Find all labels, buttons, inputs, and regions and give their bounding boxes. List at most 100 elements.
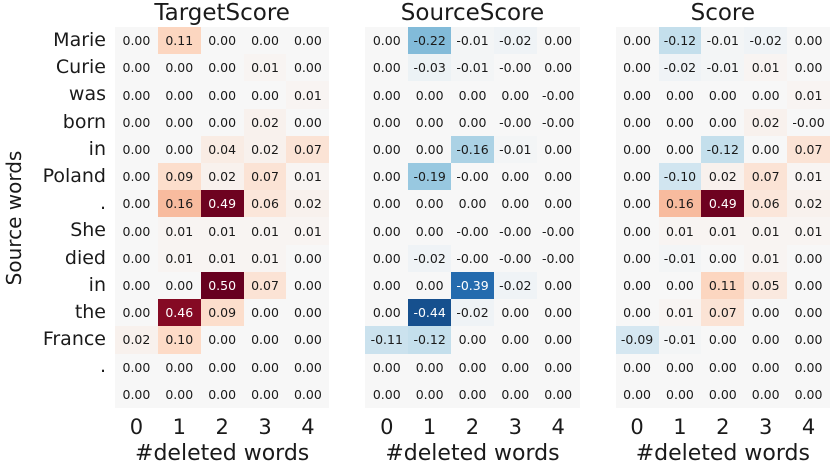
heatmap-cell: 0.00 [200,353,244,381]
heatmap-cell: 0.00 [115,163,158,191]
heatmap-cell: 0.46 [157,299,201,327]
x-tick-label: 2 [716,415,730,439]
heatmap-cell: 0.07 [701,299,745,327]
heatmap-cell: -0.02 [658,54,702,82]
row-label: born [62,110,106,133]
heatmap-cell: -0.00 [493,217,537,245]
heatmap-cell: 0.00 [115,217,158,245]
heatmap-cell: -0.01 [658,326,702,354]
heatmap-cell: 0.05 [744,271,788,300]
heatmap-cell: 0.01 [744,217,788,245]
heatmap-cell: 0.00 [408,353,452,381]
panel-title: SourceScore [400,0,545,26]
row-label: Curie [55,56,106,79]
x-tick-label: 3 [758,415,773,439]
heatmap-cell: 0.00 [615,217,659,245]
heatmap-grid: 0.00 -0.22 -0.01 -0.02 0.00 0.00 -0.03 -0.01 -0.… [365,27,580,408]
heatmap-cell: -0.00 [536,81,580,109]
heatmap-cell: 0.01 [243,54,287,82]
heatmap-cell: 0.00 [365,108,409,136]
heatmap-cell: -0.09 [615,326,659,354]
heatmap-cell: 0.00 [493,326,537,354]
heatmap-cell: 0.04 [200,135,244,164]
heatmap-cell: 0.00 [365,299,409,327]
row-label: was [68,83,106,106]
heatmap-cell: 0.02 [701,163,745,191]
heatmap-cell: 0.09 [200,299,244,327]
heatmap-cell: 0.00 [157,54,201,82]
row-label: . [99,192,106,215]
heatmap-cell: 0.00 [365,54,409,82]
heatmap-cell: 0.00 [615,190,659,218]
x-tick-label: 2 [215,415,229,439]
heatmap-cell: 0.00 [536,54,580,82]
heatmap-cell: 0.01 [243,244,287,272]
x-tick-label: 4 [551,415,565,439]
heatmap-cell: 0.01 [286,217,330,245]
heatmap-cell: 0.00 [615,54,659,82]
heatmap-cell: 0.00 [243,27,287,55]
heatmap-cell: 0.00 [658,81,702,109]
row-label: Marie [53,29,106,51]
x-tick-label: 4 [801,415,816,439]
panel-title: Score [690,0,756,26]
heatmap-cell: 0.01 [157,217,201,245]
heatmap-cell: 0.00 [615,27,659,55]
x-tick-label: 1 [422,415,437,439]
heatmap-cell: -0.01 [701,54,745,82]
row-label: in [88,273,106,296]
heatmap-cell: 0.00 [286,244,330,272]
heatmap-cell: 0.00 [615,271,659,300]
heatmap-cell: -0.02 [451,299,494,327]
heatmap-cell: -0.00 [536,244,580,272]
row-label: Poland [42,165,106,188]
heatmap-cell: 0.11 [701,271,745,300]
heatmap-cell: 0.00 [744,135,788,164]
heatmap-cell: 0.00 [787,353,830,381]
row-label: . [99,355,106,378]
heatmap-cell: 0.00 [787,326,830,354]
heatmap-cell: 0.00 [744,81,788,109]
heatmap-cell: -0.02 [408,244,452,272]
heatmap-cell: 0.00 [658,271,702,300]
heatmap-cell: 0.07 [286,135,330,164]
heatmap-cell: -0.16 [451,135,494,164]
heatmap-cell: 0.00 [365,244,409,272]
heatmap-cell: 0.00 [787,380,830,408]
x-axis-label: #deleted words [385,441,560,466]
heatmap-cell: 0.01 [744,244,788,272]
heatmap-cell: 0.00 [365,217,409,245]
heatmap-cell: 0.01 [243,217,287,245]
heatmap-cell: 0.00 [115,380,158,408]
x-axis-label: #deleted words [135,441,310,466]
heatmap-cell: 0.00 [243,81,287,109]
heatmap-cell: 0.00 [243,299,287,327]
heatmap-cell: 0.00 [157,81,201,109]
heatmap-cell: 0.00 [243,380,287,408]
heatmap-cell: 0.00 [115,135,158,164]
heatmap-cell: 0.00 [701,380,745,408]
heatmap-cell: -0.10 [658,163,702,191]
heatmap-cell: 0.00 [115,353,158,381]
heatmap-cell: 0.01 [658,217,702,245]
heatmap-cell: 0.00 [408,135,452,164]
heatmap-cell: 0.01 [787,217,830,245]
heatmap-cell: 0.00 [157,353,201,381]
heatmap-cell: 0.00 [451,326,494,354]
heatmap-cell: -0.03 [408,54,452,82]
x-tick-label: 1 [172,415,186,439]
heatmap-cell: 0.00 [451,190,494,218]
heatmap-cell: 0.00 [157,108,201,136]
heatmap-cell: 0.00 [536,135,580,164]
heatmap-cell: 0.00 [115,108,158,136]
heatmap-cell: 0.00 [744,326,788,354]
heatmap-cell: 0.01 [744,54,788,82]
heatmap-cell: 0.00 [787,244,830,272]
heatmap-cell: -0.02 [744,27,788,55]
heatmap-cell: 0.00 [701,108,745,136]
heatmap-cell: -0.00 [493,108,537,136]
heatmap-cell: 0.01 [787,163,830,191]
heatmap-cell: 0.00 [744,353,788,381]
x-tick-label: 0 [380,415,394,439]
